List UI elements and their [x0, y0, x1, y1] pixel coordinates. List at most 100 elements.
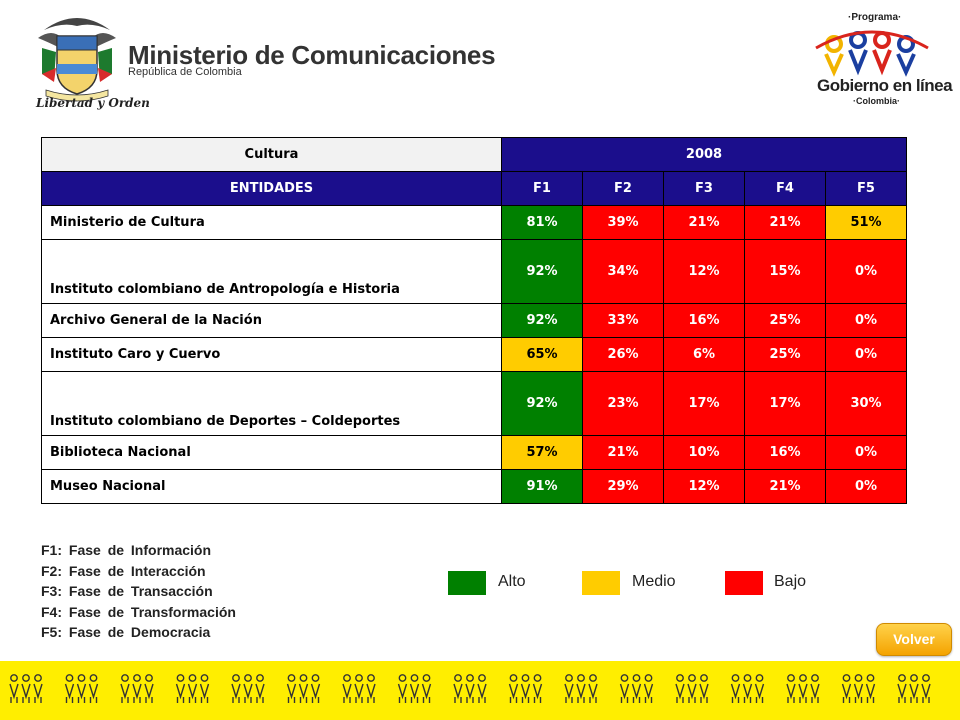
- phase-header-f1: F1: [501, 171, 583, 206]
- legend-swatch-bajo: [725, 571, 763, 595]
- footer-figure-head: [244, 674, 252, 682]
- legend-label-bajo: Bajo: [774, 573, 807, 590]
- program-label: ·Programa·: [848, 12, 902, 23]
- footer-figure-head: [22, 674, 30, 682]
- footer-figure-head: [644, 674, 653, 682]
- score-cell-f3: 10%: [663, 435, 745, 470]
- footer-figure-body: [754, 683, 765, 703]
- legend-label-medio: Medio: [632, 573, 676, 590]
- footer-figure-head: [521, 674, 530, 682]
- score-cell-f1: 57%: [501, 435, 583, 470]
- footer-figure-head: [398, 674, 407, 682]
- table-row: Ministerio de Cultura 81% 39% 21% 21% 51%: [41, 205, 908, 240]
- phase-definition: F2: Fase de Interacción: [41, 562, 206, 579]
- score-cell-f2: 39%: [582, 205, 664, 240]
- footer-figure-body: [354, 683, 364, 703]
- footer-figure-head: [422, 674, 431, 682]
- footer-figure-body: [255, 683, 265, 703]
- phase-definition: F5: Fase de Democracia: [41, 624, 211, 640]
- score-cell-f2: 26%: [582, 337, 664, 372]
- footer-figure-head: [343, 674, 351, 682]
- score-cell-f3: 6%: [663, 337, 745, 372]
- footer-figure-head: [133, 674, 141, 682]
- entities-header: ENTIDADES: [41, 171, 502, 206]
- score-cell-f2: 23%: [582, 371, 664, 436]
- score-cell-f4: 15%: [744, 239, 826, 304]
- footer-figure-body: [9, 683, 19, 703]
- footer-figure-body: [76, 683, 87, 703]
- footer-figure-body: [810, 683, 820, 703]
- phase-definitions: F1: Fase de Información F2: Fase de Inte…: [41, 540, 236, 643]
- table-row: Archivo General de la Nación 92% 33% 16% 25%…: [41, 303, 908, 338]
- phase-definition: F4: Fase de Transformación: [41, 603, 236, 620]
- footer-people-pattern-icon: [9, 674, 931, 703]
- footer-figure-body: [730, 683, 741, 703]
- footer-figure-head: [799, 674, 807, 682]
- phase-header-f5: F5: [824, 171, 908, 206]
- footer-figure-body: [409, 683, 420, 703]
- footer-figure-head: [299, 674, 308, 682]
- footer-figure-body: [897, 683, 907, 703]
- table-row: Instituto Caro y Cuervo 65% 26% 6% 25% 0%: [41, 337, 908, 372]
- footer-figure-head: [410, 674, 419, 682]
- footer-figure-head: [454, 674, 462, 682]
- score-cell-f4: 21%: [744, 205, 826, 240]
- score-cell-f5: 51%: [824, 205, 908, 240]
- score-cell-f1: 92%: [501, 371, 583, 436]
- footer-figure-head: [854, 674, 863, 682]
- score-cell-f2: 21%: [582, 435, 664, 470]
- footer-figure-body: [397, 683, 408, 703]
- footer-figure-body: [132, 683, 142, 703]
- footer-figure-body: [742, 683, 753, 703]
- entity-name-cell: Instituto colombiano de Deportes – Colde…: [41, 371, 502, 436]
- footer-figure-head: [620, 674, 629, 682]
- score-cell-f5: 0%: [824, 239, 908, 304]
- footer-figure-head: [866, 674, 875, 682]
- footer-figure-body: [465, 683, 475, 703]
- score-cell-f3: 12%: [663, 239, 745, 304]
- footer-figure-head: [632, 674, 641, 682]
- score-cell-f3: 17%: [663, 371, 745, 436]
- ministry-subtitle: República de Colombia: [128, 66, 242, 78]
- score-cell-f1: 65%: [501, 337, 583, 372]
- phase-header-f4: F4: [744, 171, 826, 206]
- footer-figure-head: [121, 674, 129, 682]
- footer-figure-head: [10, 674, 18, 682]
- score-cell-f5: 0%: [824, 435, 908, 470]
- motto-text: Libertad y Orden: [36, 96, 150, 110]
- footer-figure-body: [64, 683, 75, 703]
- table-row: Instituto colombiano de Antropología e H…: [41, 239, 908, 304]
- footer-figure-body: [310, 683, 321, 703]
- footer-figure-head: [367, 674, 375, 682]
- footer-figure-head: [200, 674, 209, 682]
- score-cell-f2: 29%: [582, 469, 664, 504]
- footer-figure-head: [755, 674, 764, 682]
- footer-figure-head: [77, 674, 86, 682]
- table-header-row-phases: ENTIDADES F1 F2 F3 F4 F5: [41, 171, 908, 206]
- footer-figure-body: [619, 683, 630, 703]
- results-table: Cultura 2008 ENTIDADES F1 F2 F3 F4 F5 Mi…: [41, 137, 908, 504]
- footer-figure-head: [910, 674, 918, 682]
- footer-figure-head: [145, 674, 153, 682]
- footer-figure-head: [922, 674, 930, 682]
- footer-figure-body: [786, 683, 796, 703]
- footer-figure-head: [287, 674, 296, 682]
- score-cell-f5: 30%: [824, 371, 908, 436]
- year-header: 2008: [500, 137, 908, 172]
- score-cell-f2: 34%: [582, 239, 664, 304]
- score-cell-f5: 0%: [824, 337, 908, 372]
- sector-header: Cultura: [41, 137, 502, 172]
- volver-button[interactable]: Volver: [876, 623, 952, 656]
- footer-figure-body: [588, 683, 598, 703]
- footer-figure-head: [842, 674, 851, 682]
- program-country: ·Colombia·: [853, 96, 900, 106]
- results-table-body: Cultura 2008 ENTIDADES F1 F2 F3 F4 F5 Mi…: [41, 137, 908, 504]
- footer-figure-head: [34, 674, 42, 682]
- footer-figure-head: [232, 674, 240, 682]
- footer-figure-head: [533, 674, 542, 682]
- legend-swatch-medio: [582, 571, 620, 595]
- footer-figure-head: [65, 674, 74, 682]
- footer-figure-body: [841, 683, 852, 703]
- footer-figure-head: [188, 674, 197, 682]
- footer-figure-body: [576, 683, 586, 703]
